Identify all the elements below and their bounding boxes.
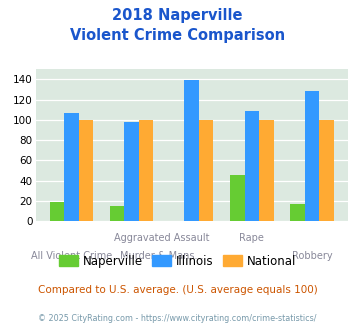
Bar bbox=[245, 111, 259, 221]
Bar bbox=[185, 81, 199, 221]
Text: Violent Crime Comparison: Violent Crime Comparison bbox=[70, 28, 285, 43]
Text: Murder & Mans...: Murder & Mans... bbox=[120, 251, 203, 261]
Text: © 2025 CityRating.com - https://www.cityrating.com/crime-statistics/: © 2025 CityRating.com - https://www.city… bbox=[38, 314, 317, 323]
Bar bbox=[230, 175, 245, 221]
Bar bbox=[199, 120, 213, 221]
Bar bbox=[139, 120, 153, 221]
Bar bbox=[64, 113, 78, 221]
Bar bbox=[78, 120, 93, 221]
Text: 2018 Naperville: 2018 Naperville bbox=[112, 8, 243, 23]
Text: Aggravated Assault: Aggravated Assault bbox=[114, 233, 209, 243]
Bar bbox=[290, 204, 305, 221]
Text: Compared to U.S. average. (U.S. average equals 100): Compared to U.S. average. (U.S. average … bbox=[38, 285, 317, 295]
Bar bbox=[319, 120, 334, 221]
Legend: Naperville, Illinois, National: Naperville, Illinois, National bbox=[54, 250, 301, 273]
Bar bbox=[305, 90, 319, 221]
Text: Robbery: Robbery bbox=[292, 251, 332, 261]
Bar bbox=[124, 122, 139, 221]
Text: Rape: Rape bbox=[239, 233, 264, 243]
Text: All Violent Crime: All Violent Crime bbox=[31, 251, 112, 261]
Bar bbox=[259, 120, 274, 221]
Bar bbox=[110, 206, 124, 221]
Bar bbox=[50, 202, 64, 221]
